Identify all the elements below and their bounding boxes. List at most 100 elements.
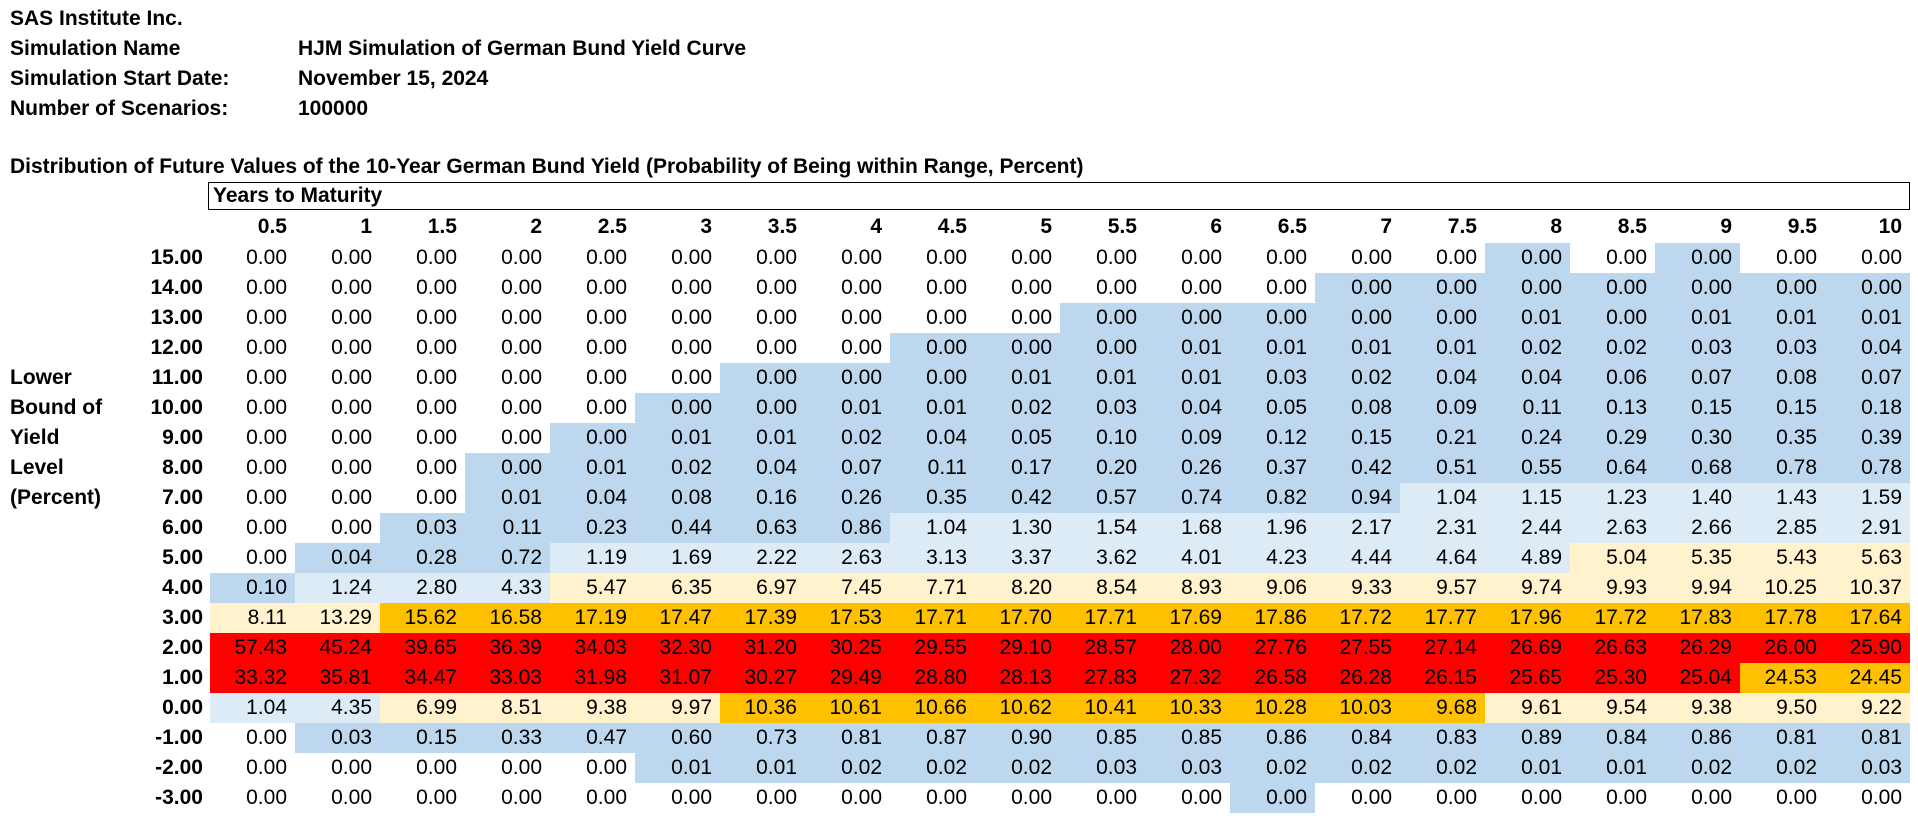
- probability-cell: 0.42: [975, 483, 1060, 513]
- probability-cell: 0.00: [550, 363, 635, 393]
- probability-cell: 0.03: [1230, 363, 1315, 393]
- probability-cell: 1.04: [890, 513, 975, 543]
- probability-cell: 0.00: [210, 273, 295, 303]
- probability-cell: 0.01: [635, 423, 720, 453]
- probability-cell: 0.01: [1060, 363, 1145, 393]
- probability-cell: 0.01: [1740, 303, 1825, 333]
- probability-cell: 10.33: [1145, 693, 1230, 723]
- maturity-header-cell: 6: [1210, 215, 1222, 238]
- probability-cell: 0.00: [465, 303, 550, 333]
- probability-cell: 0.00: [550, 303, 635, 333]
- years-to-maturity-header: Years to Maturity: [208, 182, 1910, 210]
- probability-cell: 17.47: [635, 603, 720, 633]
- probability-cell: 0.00: [1400, 273, 1485, 303]
- probability-cell: 0.04: [1825, 333, 1910, 363]
- probability-cell: 1.15: [1485, 483, 1570, 513]
- probability-cell: 8.54: [1060, 573, 1145, 603]
- yield-level-label: 14.00: [150, 276, 203, 299]
- probability-cell: 10.37: [1825, 573, 1910, 603]
- table-row: 0.00 0.00 0.00 0.01 0.04 0.08 0.16 0.26 0.35 0.42…: [210, 483, 1910, 513]
- probability-cell: 4.33: [465, 573, 550, 603]
- probability-cell: 0.00: [210, 753, 295, 783]
- probability-cell: 0.00: [720, 273, 805, 303]
- probability-cell: 0.00: [380, 453, 465, 483]
- probability-cell: 17.64: [1825, 603, 1910, 633]
- probability-cell: 0.00: [805, 363, 890, 393]
- probability-cell: 0.55: [1485, 453, 1570, 483]
- probability-cell: 0.00: [380, 273, 465, 303]
- probability-cell: 0.00: [295, 753, 380, 783]
- probability-cell: 33.03: [465, 663, 550, 693]
- yield-level-label: 3.00: [162, 606, 203, 629]
- probability-cell: 0.10: [210, 573, 295, 603]
- yield-axis-label-line: Bound of: [10, 396, 103, 419]
- probability-cell: 25.65: [1485, 663, 1570, 693]
- probability-cell: 5.04: [1570, 543, 1655, 573]
- probability-cell: 0.02: [1655, 753, 1740, 783]
- probability-cell: 0.00: [1315, 243, 1400, 273]
- probability-cell: 0.00: [380, 393, 465, 423]
- table-row: 0.00 0.00 0.00 0.00 0.00 0.00 0.00 0.00 0.00 0.00…: [210, 303, 1910, 333]
- probability-cell: 1.40: [1655, 483, 1740, 513]
- probability-cell: 0.00: [1740, 783, 1825, 813]
- maturity-header-cell: 7: [1380, 215, 1392, 238]
- probability-cell: 0.00: [635, 783, 720, 813]
- probability-cell: 0.00: [210, 423, 295, 453]
- probability-cell: 25.90: [1825, 633, 1910, 663]
- probability-cell: 0.13: [1570, 393, 1655, 423]
- probability-cell: 0.08: [1740, 363, 1825, 393]
- probability-cell: 0.00: [295, 363, 380, 393]
- probability-cell: 0.00: [805, 243, 890, 273]
- probability-cell: 0.00: [465, 243, 550, 273]
- probability-cell: 0.00: [210, 393, 295, 423]
- probability-cell: 17.72: [1315, 603, 1400, 633]
- probability-cell: 26.28: [1315, 663, 1400, 693]
- probability-cell: 0.15: [380, 723, 465, 753]
- probability-cell: 0.01: [890, 393, 975, 423]
- probability-cell: 0.01: [465, 483, 550, 513]
- probability-cell: 0.81: [805, 723, 890, 753]
- probability-cell: 1.59: [1825, 483, 1910, 513]
- probability-cell: 4.89: [1485, 543, 1570, 573]
- table-row: 57.43 45.24 39.65 36.39 34.03 32.30 31.20 30.25…: [210, 633, 1910, 663]
- maturity-header-cell: 9.5: [1787, 215, 1817, 238]
- probability-cell: 0.00: [635, 273, 720, 303]
- probability-cell: 0.00: [975, 273, 1060, 303]
- maturity-header-cell: 3: [700, 215, 712, 238]
- probability-cell: 57.43: [210, 633, 295, 663]
- probability-cell: 0.00: [1825, 783, 1910, 813]
- probability-cell: 0.01: [550, 453, 635, 483]
- probability-cell: 0.16: [720, 483, 805, 513]
- probability-cell: 9.57: [1400, 573, 1485, 603]
- yield-level-label: -3.00: [155, 786, 203, 809]
- table-row: 0.10 1.24 2.80 4.33 5.47 6.35 6.97 7.45 7.71 8.20…: [210, 573, 1910, 603]
- probability-cell: 1.04: [1400, 483, 1485, 513]
- probability-cell: 27.83: [1060, 663, 1145, 693]
- probability-cell: 0.85: [1145, 723, 1230, 753]
- probability-cell: 17.53: [805, 603, 890, 633]
- probability-cell: 0.10: [1060, 423, 1145, 453]
- probability-cell: 0.94: [1315, 483, 1400, 513]
- probability-cell: 2.17: [1315, 513, 1400, 543]
- probability-cell: 0.33: [465, 723, 550, 753]
- probability-cell: 0.00: [210, 543, 295, 573]
- probability-cell: 0.11: [1485, 393, 1570, 423]
- probability-cell: 0.51: [1400, 453, 1485, 483]
- probability-cell: 0.64: [1570, 453, 1655, 483]
- yield-axis-label-line: Level: [10, 456, 64, 479]
- probability-cell: 4.01: [1145, 543, 1230, 573]
- probability-cell: 0.03: [380, 513, 465, 543]
- probability-cell: 0.02: [805, 753, 890, 783]
- start-date-label: Simulation Start Date:: [10, 67, 230, 90]
- probability-cell: 0.00: [635, 393, 720, 423]
- probability-cell: 0.03: [1740, 333, 1825, 363]
- probability-cell: 0.78: [1740, 453, 1825, 483]
- probability-cell: 5.47: [550, 573, 635, 603]
- probability-cell: 0.00: [720, 333, 805, 363]
- probability-cell: 0.01: [1655, 303, 1740, 333]
- probability-cell: 0.86: [1655, 723, 1740, 753]
- probability-cell: 0.03: [1655, 333, 1740, 363]
- probability-cell: 0.04: [1400, 363, 1485, 393]
- probability-cell: 0.02: [975, 393, 1060, 423]
- probability-cell: 0.26: [1145, 453, 1230, 483]
